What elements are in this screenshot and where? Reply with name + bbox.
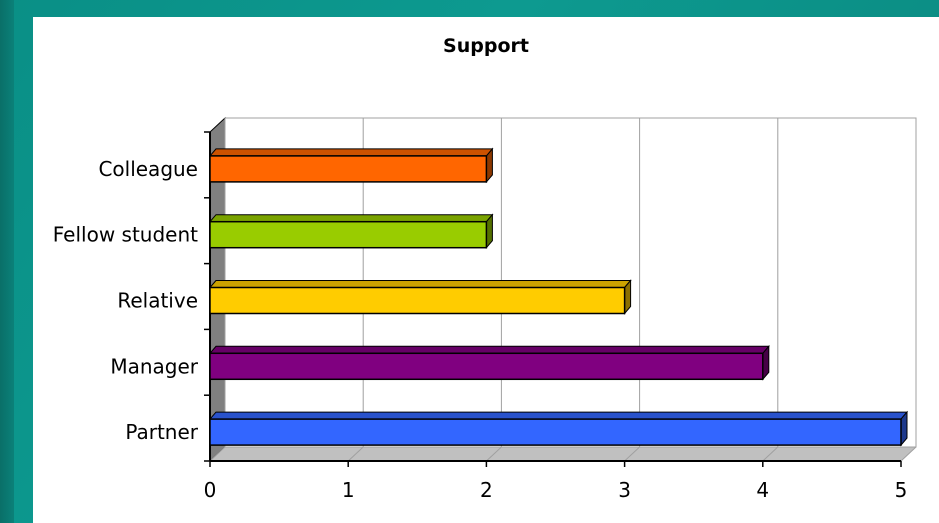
floor-gridline — [347, 446, 364, 462]
bar-top-face — [208, 345, 770, 354]
floor-gridline — [486, 446, 502, 462]
floor-gridline — [900, 446, 917, 462]
bar — [209, 352, 764, 381]
bar — [209, 418, 902, 446]
y-tick-label: Manager — [110, 354, 198, 378]
bar-top-face — [208, 214, 494, 223]
floor — [210, 447, 916, 461]
y-tick-label: Relative — [117, 289, 198, 313]
chart-title: Support — [443, 35, 529, 57]
floor-gridline — [624, 446, 640, 462]
y-tick-label: Partner — [125, 420, 198, 444]
x-tick-label: 4 — [756, 478, 769, 502]
bar-top-face — [208, 280, 632, 288]
floor-gridline — [762, 446, 779, 462]
bar — [209, 220, 488, 249]
y-tick-label: Fellow student — [53, 223, 198, 247]
y-tick-label: Colleague — [98, 157, 198, 181]
slide-left-edge — [0, 0, 14, 523]
x-tick-label: 5 — [895, 478, 908, 502]
x-tick-label: 1 — [342, 478, 355, 502]
bar-top-face — [208, 148, 494, 157]
x-tick-label: 0 — [204, 478, 217, 502]
x-tick-label: 2 — [480, 478, 493, 502]
bar — [209, 286, 626, 315]
bar — [209, 155, 488, 183]
bar-top-face — [208, 411, 909, 420]
x-tick-label: 3 — [618, 478, 631, 502]
floor-gridline — [209, 446, 226, 462]
